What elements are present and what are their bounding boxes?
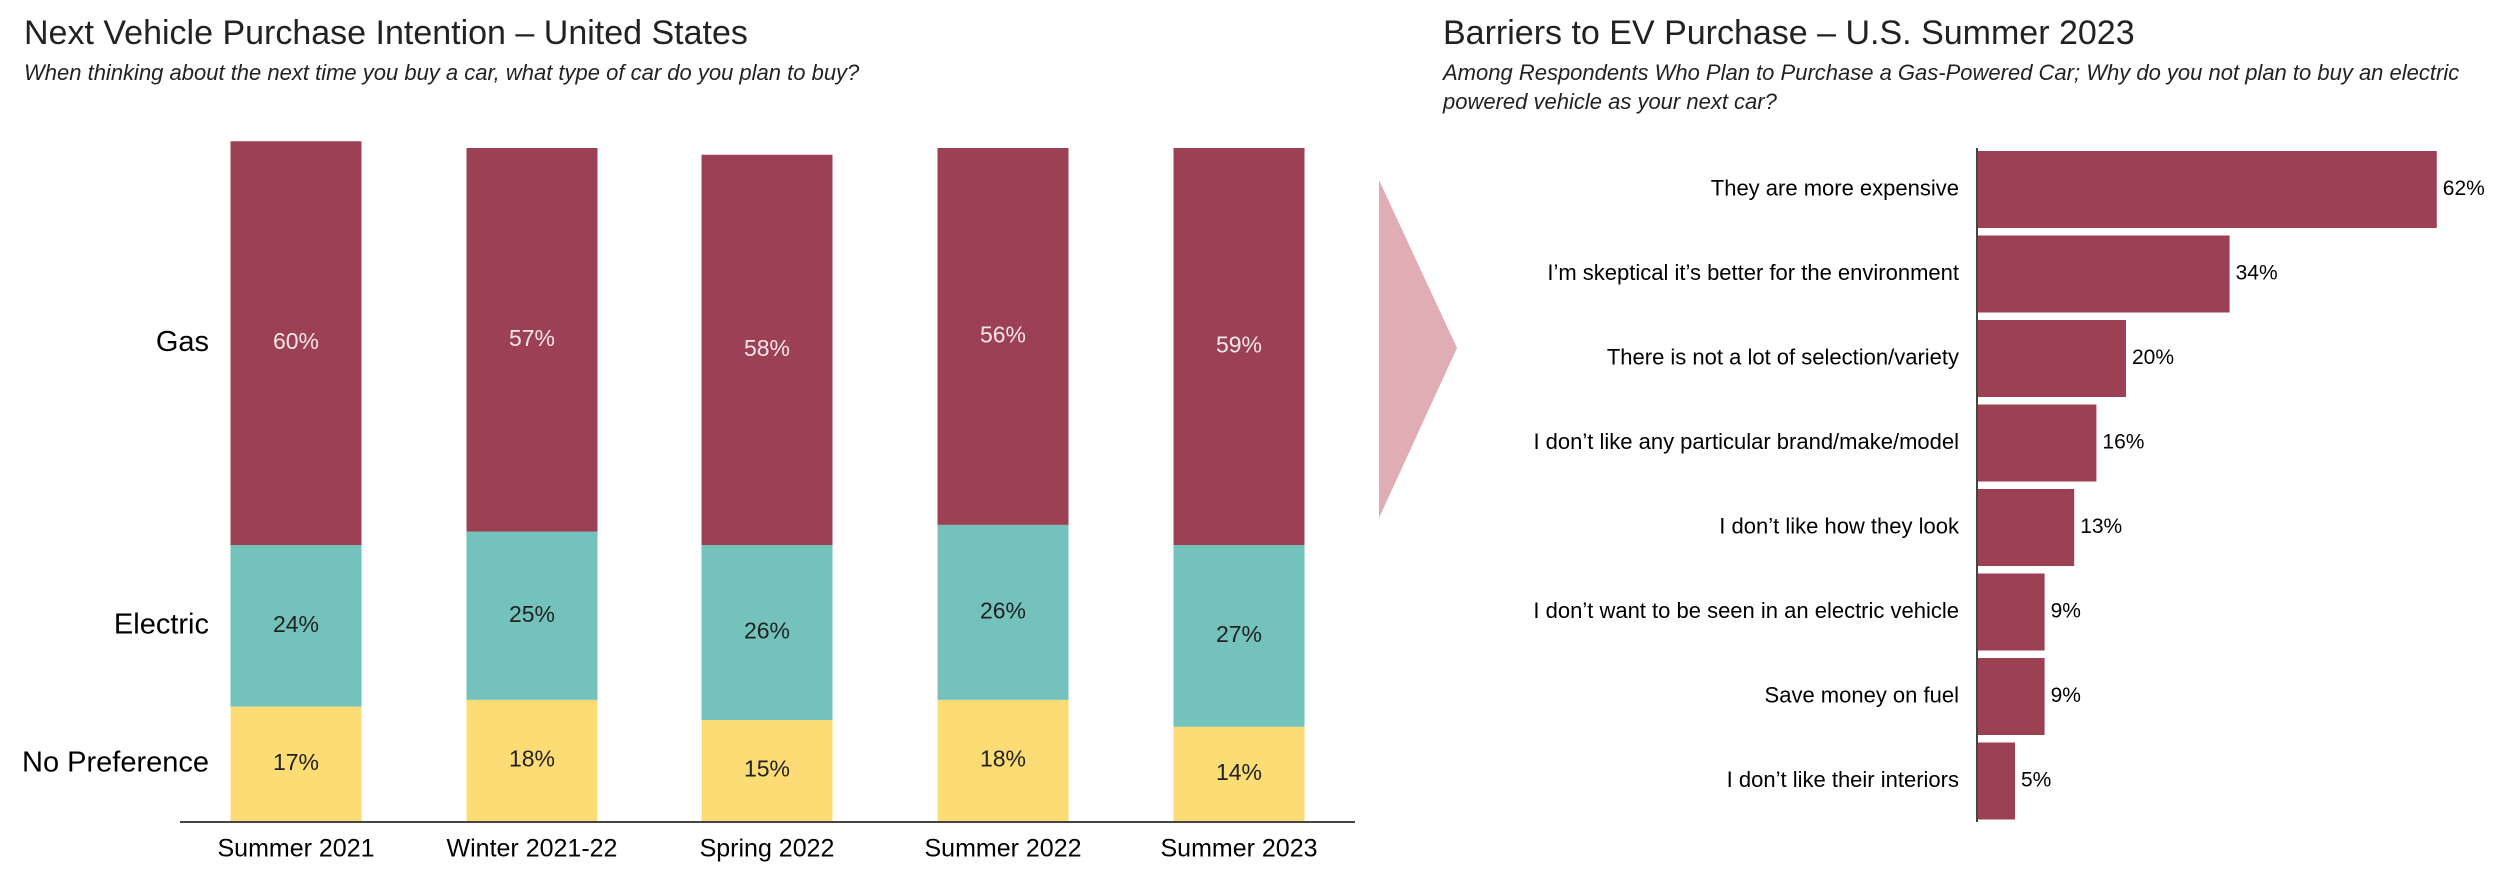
bar-segment [937,524,1069,700]
value-label: 62% [2443,177,2485,200]
legend-label: No Preference [22,746,209,778]
value-label: 15% [744,756,790,782]
bar-segment [466,699,598,821]
value-label: 24% [273,611,319,637]
bar-segment [937,699,1069,821]
value-label: 17% [273,749,319,775]
value-label: 26% [744,618,790,644]
value-label: 18% [509,746,555,772]
bar [1978,235,2230,313]
bar-segment [230,706,362,821]
value-label: 27% [1216,621,1262,647]
y-tick-label: I don’t like how they look [1719,513,1960,538]
chart-title: Next Vehicle Purchase Intention – United… [24,14,748,52]
value-label: 25% [509,601,555,627]
value-label: 59% [1216,332,1262,358]
value-label: 58% [744,335,790,361]
value-label: 34% [2236,262,2278,285]
bar [1978,658,2045,735]
x-tick-label: Spring 2022 [700,835,835,863]
bar-segment [466,148,598,532]
value-label: 13% [2080,515,2122,538]
bar [1978,489,2075,566]
chart-subtitle: When thinking about the next time you bu… [24,60,860,85]
y-tick-label: There is not a lot of selection/variety [1607,344,1959,369]
bar-segment [466,531,598,700]
bar [1978,320,2126,397]
bar-segment [230,545,362,707]
legend-label: Electric [114,608,209,640]
value-label: 56% [980,322,1026,348]
bar-segment [701,720,833,821]
value-label: 16% [2102,431,2144,454]
chart-subtitle: Among Respondents Who Plan to Purchase a… [1443,60,2460,114]
value-label: 60% [273,328,319,354]
legend-label: Gas [156,326,209,358]
arrow [1379,180,1457,518]
value-label: 20% [2132,346,2174,369]
y-tick-label: Save money on fuel [1765,682,1959,707]
value-label: 5% [2021,769,2051,792]
x-tick-label: Summer 2022 [924,835,1081,863]
y-tick-label: They are more expensive [1711,175,1959,200]
chart-title: Barriers to EV Purchase – U.S. Summer 20… [1443,14,2135,52]
value-label: 57% [509,325,555,351]
value-label: 18% [980,746,1026,772]
x-tick-label: Winter 2021-22 [447,835,618,863]
bar [1978,742,2015,820]
bar [1978,151,2437,228]
bar-segment [1173,148,1305,546]
y-tick-label: I don’t like any particular brand/make/m… [1533,429,1959,454]
y-tick-label: I don’t like their interiors [1727,767,1959,792]
bar-segment [937,148,1069,525]
y-tick-label: I don’t want to be seen in an electric v… [1533,598,1959,623]
bar-segment [701,154,833,546]
bar-segment [1173,545,1305,727]
value-label: 26% [980,597,1026,623]
y-tick-label: I’m skeptical it’s better for the enviro… [1547,260,1959,285]
value-label: 14% [1216,759,1262,785]
bar-segment [1173,726,1305,821]
bar [1978,573,2045,651]
bar [1978,404,2097,482]
bar-segment [701,545,833,721]
value-label: 9% [2051,684,2081,707]
value-label: 9% [2051,600,2081,623]
x-tick-label: Summer 2021 [217,835,374,863]
x-tick-label: Summer 2023 [1160,835,1317,863]
bar-segment [230,141,362,546]
